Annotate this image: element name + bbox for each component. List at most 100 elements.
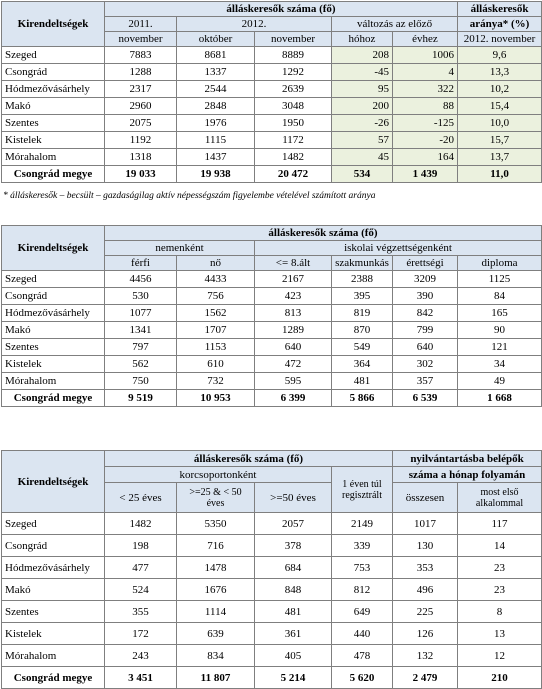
cell-value: 562 <box>104 355 177 373</box>
cell-value: 472 <box>254 355 332 373</box>
cell-value: 834 <box>176 644 255 667</box>
table-row: Szentes 2075 1976 1950 -26 -125 10,0 <box>1 114 542 132</box>
header-ratio-2: aránya* (%) <box>457 16 542 32</box>
cell-value: 34 <box>456 355 542 373</box>
total-value: 5 866 <box>331 389 393 407</box>
header-elso-line2: alkalommal <box>475 497 524 509</box>
table-row: Hódmezővásárhely 1077 1562 813 819 842 165 <box>1 304 542 322</box>
cell-value: 440 <box>331 622 393 645</box>
cell-value: 353 <box>392 556 458 579</box>
row-name: Makó <box>1 578 105 601</box>
header-okt: október <box>176 31 255 47</box>
cell-value: 640 <box>254 338 332 356</box>
cell-value: 4433 <box>176 270 255 288</box>
cell-value: 4456 <box>104 270 177 288</box>
header-kirendeltsegek: Kirendeltségek <box>1 1 105 47</box>
table-row: Szeged 7883 8681 8889 208 1006 9,6 <box>1 46 542 64</box>
cell-value: 405 <box>254 644 332 667</box>
cell-value: 4 <box>391 63 459 81</box>
cell-value: 1976 <box>176 114 255 132</box>
header-nov-2012: november <box>254 31 332 47</box>
cell-value: 732 <box>176 372 255 390</box>
total-value: 1 668 <box>456 389 542 407</box>
cell-value: 10,0 <box>457 114 542 132</box>
cell-value: 132 <box>392 644 458 667</box>
header-1even-tul: 1 éven túl regisztrált <box>331 466 393 513</box>
header-elso-line1: most első <box>480 486 519 498</box>
header-hohoz: hóhoz <box>331 31 393 47</box>
cell-value: 200 <box>331 97 393 115</box>
total-value: 5 214 <box>254 666 332 689</box>
header-no: nő <box>176 255 255 271</box>
row-name: Mórahalom <box>1 372 105 390</box>
cell-value: 164 <box>391 148 459 166</box>
header-ferfi: férfi <box>104 255 177 271</box>
cell-value: 2388 <box>331 270 393 288</box>
table-row: Makó 2960 2848 3048 200 88 15,4 <box>1 97 542 115</box>
row-name: Csongrád <box>1 63 105 81</box>
cell-value: 198 <box>104 534 177 557</box>
cell-value: 549 <box>331 338 393 356</box>
cell-value: 208 <box>331 46 393 64</box>
row-name: Szentes <box>1 338 105 356</box>
cell-value: 8681 <box>176 46 255 64</box>
row-name: Szeged <box>1 512 105 535</box>
table-row: Kistelek 562 610 472 364 302 34 <box>1 355 542 373</box>
cell-value: 530 <box>104 287 177 305</box>
cell-value: 870 <box>331 321 393 339</box>
cell-value: 848 <box>254 578 332 601</box>
cell-value: 395 <box>331 287 393 305</box>
cell-value: 423 <box>254 287 332 305</box>
total-value: 534 <box>331 165 393 183</box>
cell-value: 355 <box>104 600 177 623</box>
total-value: 11,0 <box>457 165 542 183</box>
row-name: Kistelek <box>1 131 105 149</box>
cell-value: 2057 <box>254 512 332 535</box>
total-value: 3 451 <box>104 666 177 689</box>
header-25-50-line2: éves <box>206 497 225 509</box>
cell-value: 95 <box>331 80 393 98</box>
cell-value: 165 <box>456 304 542 322</box>
row-name: Szentes <box>1 600 105 623</box>
cell-value: 595 <box>254 372 332 390</box>
cell-value: 130 <box>392 534 458 557</box>
total-name: Csongrád megye <box>1 389 105 407</box>
cell-value: 57 <box>331 131 393 149</box>
cell-value: 357 <box>392 372 458 390</box>
header-2012: 2012. <box>176 16 332 32</box>
cell-value: 610 <box>176 355 255 373</box>
cell-value: 649 <box>331 600 393 623</box>
cell-value: 126 <box>392 622 458 645</box>
cell-value: 14 <box>456 534 542 557</box>
cell-value: 13,7 <box>457 148 542 166</box>
header-iskolai: iskolai végzettségenként <box>253 240 542 256</box>
cell-value: 1437 <box>176 148 255 166</box>
header-1even-tul-line2: regisztrált <box>342 489 382 501</box>
cell-value: 639 <box>176 622 255 645</box>
row-name: Szeged <box>1 270 105 288</box>
cell-value: 2075 <box>104 114 177 132</box>
header-ratio-1: álláskeresők <box>457 1 542 17</box>
cell-value: 5350 <box>176 512 255 535</box>
cell-value: 23 <box>456 578 542 601</box>
row-name: Mórahalom <box>1 148 105 166</box>
table-row: Mórahalom 750 732 595 481 357 49 <box>1 372 542 390</box>
cell-value: 1707 <box>176 321 255 339</box>
cell-value: 481 <box>254 600 332 623</box>
header-count: álláskeresők száma (fő) <box>103 225 542 241</box>
cell-value: 15,7 <box>457 131 542 149</box>
total-value: 20 472 <box>254 165 332 183</box>
cell-value: 813 <box>254 304 332 322</box>
total-value: 6 399 <box>254 389 332 407</box>
header-szakmunkas: szakmunkás <box>331 255 393 271</box>
table-by-age-registration: Kirendeltségek álláskeresők száma (fő) n… <box>1 450 542 689</box>
cell-value: 2848 <box>176 97 255 115</box>
cell-value: 716 <box>176 534 255 557</box>
cell-value: 243 <box>104 644 177 667</box>
header-evhez: évhez <box>391 31 459 47</box>
cell-value: 1318 <box>104 148 177 166</box>
table-row: Szeged 4456 4433 2167 2388 3209 1125 <box>1 270 542 288</box>
table-row: Szentes 797 1153 640 549 640 121 <box>1 338 542 356</box>
cell-value: 1172 <box>254 131 332 149</box>
cell-value: 2544 <box>176 80 255 98</box>
